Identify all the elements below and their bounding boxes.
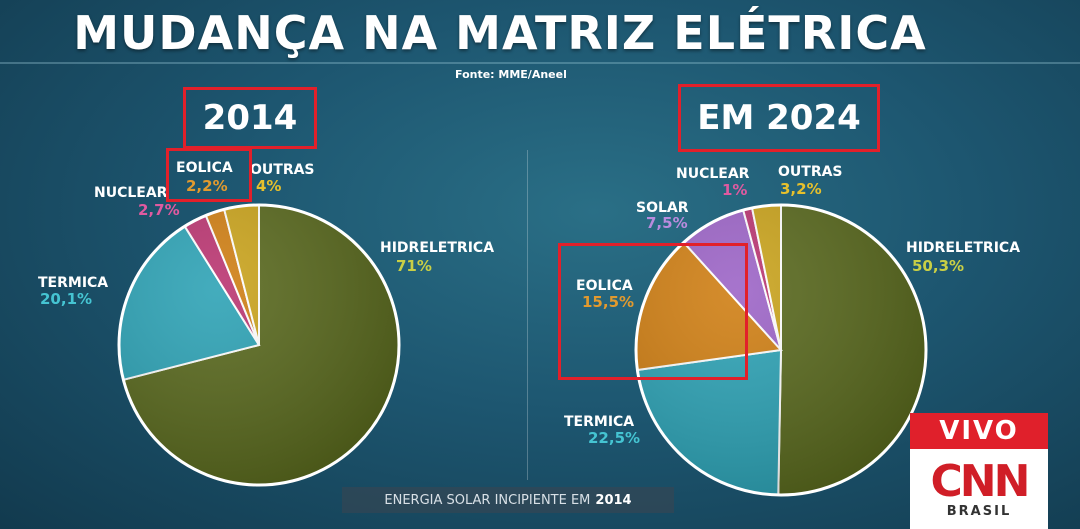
- label-2024-outras: OUTRAS: [778, 164, 843, 180]
- label-2024-solar: SOLAR: [636, 200, 689, 216]
- label-2024-termica: TERMICA: [564, 414, 634, 430]
- caption-bar: ENERGIA SOLAR INCIPIENTE EM 2014: [342, 487, 674, 513]
- caption-year: 2014: [595, 492, 632, 508]
- live-label: VIVO: [910, 413, 1048, 449]
- value-2024-nuclear: 1%: [722, 181, 747, 199]
- cnn-logo-sub: BRASIL: [946, 503, 1012, 519]
- source-note: Fonte: MME/Aneel: [455, 68, 567, 81]
- cnn-logo-mark: CNN: [930, 455, 1031, 507]
- caption-text: ENERGIA SOLAR INCIPIENTE EM: [384, 492, 591, 508]
- value-2014-eolica: 2,2%: [186, 177, 228, 195]
- pie-2014: [117, 203, 401, 487]
- value-2024-outras: 3,2%: [780, 180, 822, 198]
- label-2014-nuclear: NUCLEAR: [94, 185, 168, 201]
- value-2014-outras: 4%: [256, 177, 281, 195]
- pie-2024: [634, 203, 928, 497]
- broadcast-badge: VIVO CNN BRASIL: [910, 413, 1048, 529]
- cnn-logo: CNN BRASIL: [910, 449, 1048, 529]
- value-2024-solar: 7,5%: [646, 214, 688, 232]
- value-2014-nuclear: 2,7%: [138, 201, 180, 219]
- label-2014-outras: OUTRAS: [250, 162, 315, 178]
- chart-title-2014: 2014: [183, 87, 317, 149]
- value-2024-hidreletrica: 50,3%: [912, 257, 964, 275]
- pie-outline-2024: [634, 203, 928, 497]
- label-2014-eolica: EOLICA: [176, 160, 233, 176]
- label-2024-hidreletrica: HIDRELETRICA: [906, 240, 1020, 256]
- value-2014-hidreletrica: 71%: [396, 257, 432, 275]
- label-2024-eolica: EOLICA: [576, 278, 633, 294]
- label-2014-termica: TERMICA: [38, 275, 108, 291]
- label-2024-nuclear: NUCLEAR: [676, 166, 750, 182]
- value-2014-termica: 20,1%: [40, 290, 92, 308]
- highlight-eolica-2024: [558, 243, 748, 380]
- highlight-eolica-2014: [166, 148, 252, 202]
- pie-outline-2014: [117, 203, 401, 487]
- value-2024-eolica: 15,5%: [582, 293, 634, 311]
- chart-title-2024: EM 2024: [678, 84, 880, 152]
- page-title: MUDANÇA NA MATRIZ ELÉTRICA: [73, 6, 927, 60]
- value-2024-termica: 22,5%: [588, 429, 640, 447]
- label-2014-hidreletrica: HIDRELETRICA: [380, 240, 494, 256]
- top-frame-line: [0, 62, 1080, 64]
- charts-divider: [527, 150, 528, 480]
